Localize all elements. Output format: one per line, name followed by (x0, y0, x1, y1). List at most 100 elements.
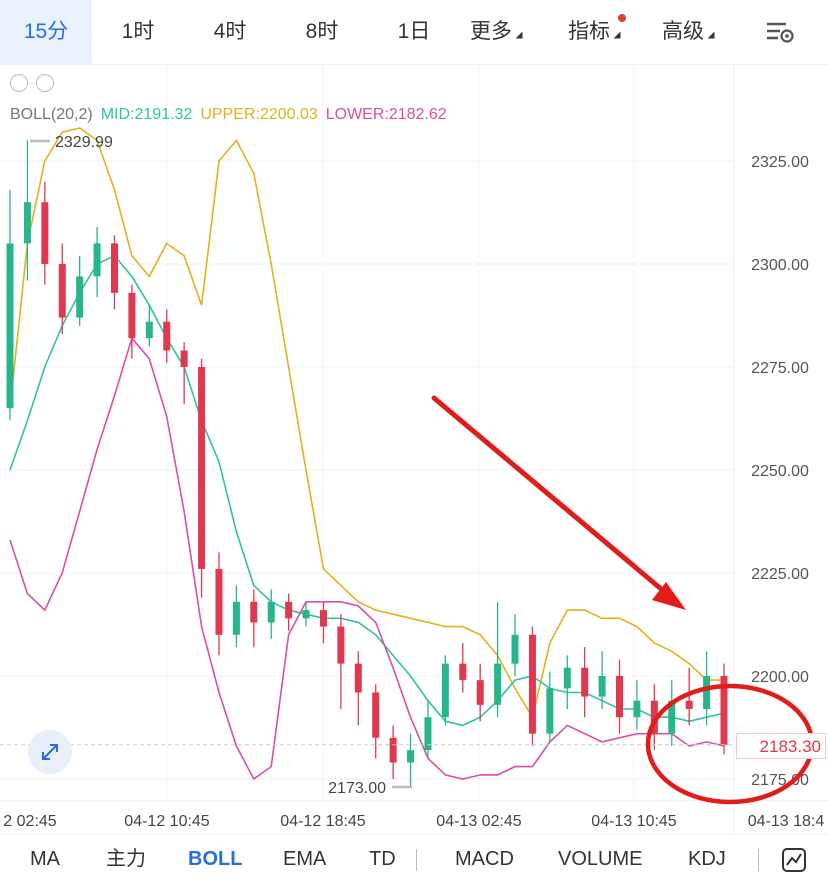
annotation-arrow (431, 395, 663, 591)
candle-body (372, 692, 380, 738)
candle-body (285, 601, 293, 619)
candle-body (302, 610, 310, 619)
candle-body (354, 663, 362, 693)
candle-body (23, 202, 31, 244)
boll-mid-line (9, 254, 725, 727)
candle-body (581, 667, 589, 697)
y-tick-label: 2300.00 (751, 257, 809, 274)
candle-body (337, 626, 345, 664)
candle-body (476, 680, 484, 705)
candle-body (459, 663, 467, 681)
tab-1day[interactable]: 1日 (397, 20, 431, 43)
candle-body (511, 634, 519, 664)
candle-body (6, 243, 14, 409)
last-price-tag: 2183.30 (736, 733, 826, 759)
candle-body (703, 676, 711, 709)
caret-icon (515, 31, 523, 39)
y-tick-label: 2275.00 (751, 360, 809, 377)
candle-body (215, 568, 223, 635)
tab-indicators[interactable]: 指标 (568, 0, 626, 64)
low-label: 2173.00 (328, 780, 386, 797)
indicator-settings-icon[interactable] (36, 74, 54, 92)
candle-body (232, 601, 240, 635)
candle-body (267, 601, 275, 623)
y-tick-label: 2225.00 (751, 566, 809, 583)
candle-body (720, 676, 728, 745)
candle-body (494, 663, 502, 705)
indicator-volume[interactable]: VOLUME (558, 848, 643, 870)
tab-advanced[interactable]: 高级 (662, 0, 716, 64)
indicator-bar: MA 主力 BOLL EMA TD MACD VOLUME KDJ (0, 834, 828, 884)
x-tick-label: 04-13 10:45 (591, 813, 677, 830)
y-tick-label: 2175.00 (751, 772, 809, 789)
candle-body (110, 243, 118, 293)
drawing-tool-icon[interactable] (780, 846, 808, 874)
candle-body (598, 676, 606, 697)
candle-body (250, 601, 258, 623)
x-tick-label: 04-13 02:45 (436, 813, 522, 830)
legend-upper: UPPER:2200.03 (200, 106, 318, 123)
candle-body (389, 737, 397, 763)
candle-body (528, 634, 536, 734)
candle-body (441, 663, 449, 718)
fullscreen-button[interactable] (28, 730, 72, 774)
tab-more[interactable]: 更多 (470, 0, 524, 64)
divider (758, 849, 759, 871)
tab-more-label: 更多 (470, 20, 512, 43)
candle-body (563, 667, 571, 689)
legend-lower: LOWER:2182.62 (325, 106, 447, 123)
x-tick-label: 04-13 18:4 (748, 813, 825, 830)
indicator-macd[interactable]: MACD (455, 848, 514, 870)
chart-settings-icon[interactable] (764, 18, 796, 46)
candle-body (407, 750, 415, 763)
tab-15min[interactable]: 15分 (0, 0, 92, 64)
caret-icon (707, 31, 715, 39)
tab-advanced-label: 高级 (662, 20, 704, 43)
timeframe-bar: 15分 1时 4时 8时 1日 更多 指标 高级 (0, 0, 828, 65)
annotation-arrowhead (652, 582, 686, 610)
boll-lower-line (9, 336, 725, 781)
y-tick-label: 2325.00 (751, 154, 809, 171)
high-label: 2329.99 (55, 134, 113, 151)
candle-body (198, 367, 206, 569)
candle-body (41, 202, 49, 264)
tab-1hour[interactable]: 1时 (121, 20, 155, 43)
tab-8hour[interactable]: 8时 (305, 20, 339, 43)
indicator-kdj[interactable]: KDJ (688, 848, 726, 870)
candle-body (128, 292, 136, 339)
candle-body (424, 717, 432, 751)
candle-body (163, 321, 171, 351)
indicator-ema[interactable]: EMA (283, 848, 327, 870)
indicator-boll[interactable]: BOLL (188, 848, 243, 870)
notification-dot (618, 14, 626, 22)
candle-body (319, 610, 327, 627)
boll-legend: BOLL(20,2) MID:2191.32 UPPER:2200.03 LOWER:… (10, 106, 455, 124)
candle-body (633, 700, 641, 718)
candle-body (180, 350, 188, 367)
candle-body (93, 243, 101, 277)
candle-body (76, 276, 84, 318)
tab-4hour[interactable]: 4时 (213, 20, 247, 43)
y-tick-label: 2250.00 (751, 463, 809, 480)
legend-boll: BOLL(20,2) (10, 106, 93, 123)
collapse-icon[interactable] (10, 74, 28, 92)
boll-upper-line (9, 127, 724, 720)
chart-mini-controls (10, 74, 62, 97)
indicator-main-force[interactable]: 主力 (106, 848, 146, 870)
candle-body (668, 700, 676, 734)
y-tick-label: 2200.00 (751, 669, 809, 686)
x-tick-label: 2 02:45 (3, 813, 56, 830)
candle-body (685, 700, 693, 709)
candlestick-chart[interactable]: 2325.00 2300.00 2275.00 2250.00 2225.00 2200.… (0, 64, 828, 834)
indicator-ma[interactable]: MA (30, 848, 60, 870)
caret-icon (613, 31, 621, 39)
expand-icon (42, 744, 58, 760)
x-tick-label: 04-12 18:45 (280, 813, 366, 830)
indicator-td[interactable]: TD (369, 848, 396, 870)
candle-body (650, 700, 658, 734)
candle-body (616, 676, 624, 718)
divider (416, 849, 417, 871)
tab-indicators-label: 指标 (568, 20, 610, 43)
candle-body (58, 264, 66, 318)
x-tick-label: 04-12 10:45 (124, 813, 210, 830)
